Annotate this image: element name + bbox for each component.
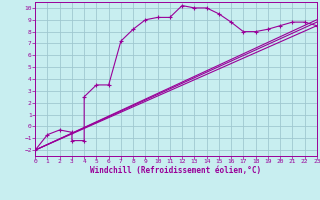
X-axis label: Windchill (Refroidissement éolien,°C): Windchill (Refroidissement éolien,°C) [91, 166, 261, 175]
